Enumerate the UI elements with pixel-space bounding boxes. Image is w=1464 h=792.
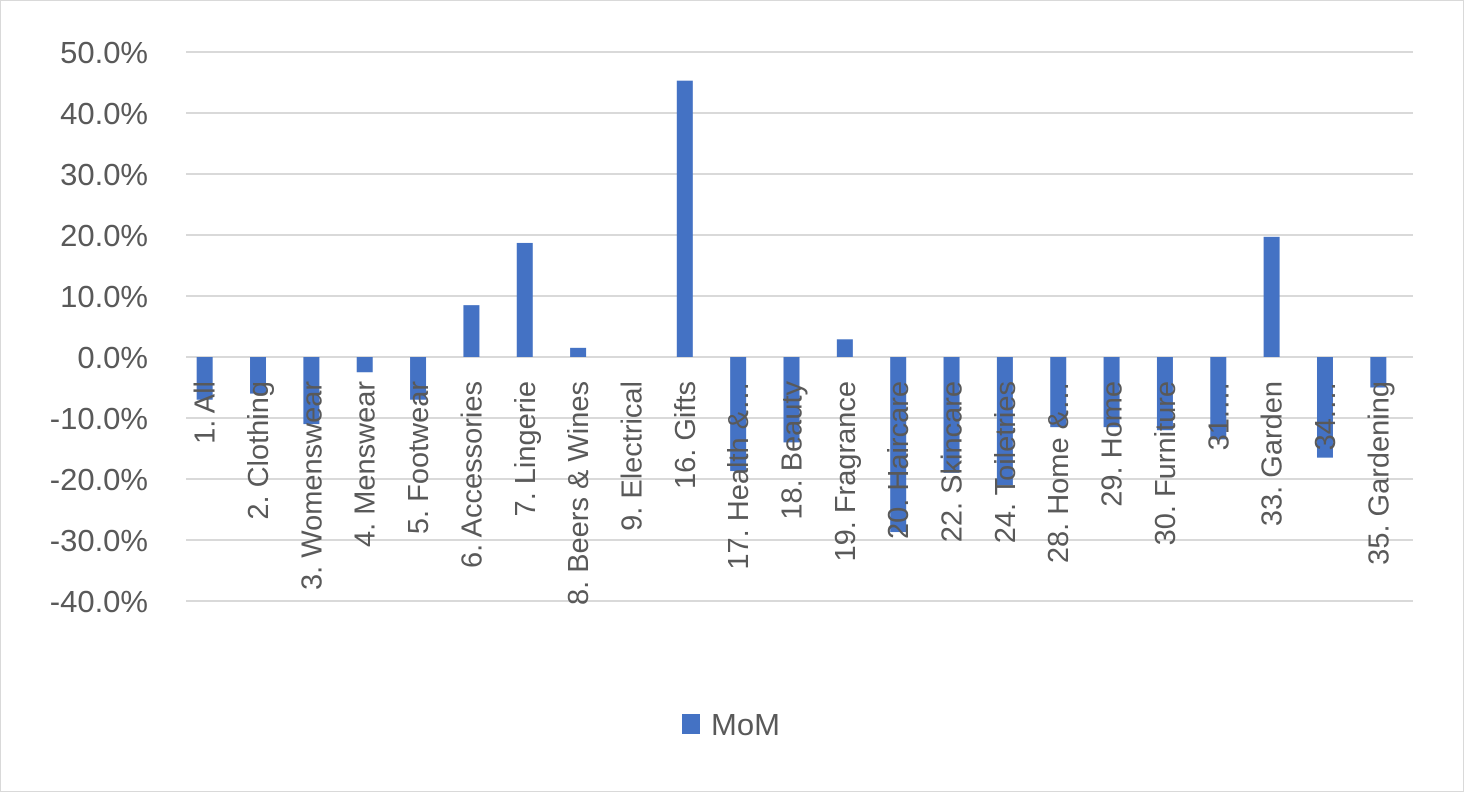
bar xyxy=(890,357,907,533)
legend: MoM xyxy=(682,707,780,742)
bar xyxy=(570,347,587,357)
x-category-label: 19. Fragrance xyxy=(830,381,862,562)
x-category-label: 4. Menswear xyxy=(350,381,382,547)
y-tick-label: 40.0% xyxy=(60,96,148,131)
x-category-label: 35. Gardening xyxy=(1363,381,1395,565)
x-category-label: 2. Clothing xyxy=(243,381,275,520)
bar xyxy=(516,242,533,357)
y-tick-label: -40.0% xyxy=(50,584,148,619)
x-category-label: 28. Home &… xyxy=(1043,381,1075,563)
bar xyxy=(730,357,747,472)
y-tick-label: -10.0% xyxy=(50,401,148,436)
x-category-label: 22. Skincare xyxy=(937,381,969,542)
y-tick-label: 20.0% xyxy=(60,218,148,253)
x-category-label: 33. Garden xyxy=(1257,381,1289,526)
bar xyxy=(1103,357,1120,428)
x-category-label: 5. Footwear xyxy=(403,381,435,534)
x-category-label: 30. Furniture xyxy=(1150,381,1182,545)
y-tick-label: 10.0% xyxy=(60,279,148,314)
bar xyxy=(1156,357,1173,431)
bar xyxy=(676,80,693,358)
bar xyxy=(1316,357,1333,458)
x-category-label: 29. Home xyxy=(1097,381,1129,507)
bar xyxy=(356,357,373,373)
x-category-label: 20. Haircare xyxy=(883,381,915,539)
y-axis-ticks: 50.0% 40.0% 30.0% 20.0% 10.0% 0.0% -10.0% -20.0… xyxy=(50,35,148,619)
x-axis-labels: 1. All 2. Clothing 3. Womenswear 4. Menswea… xyxy=(190,381,1396,606)
x-category-label: 9. Electrical xyxy=(616,381,648,531)
y-tick-label: 50.0% xyxy=(60,35,148,70)
bar xyxy=(463,305,480,357)
x-category-label: 16. Gifts xyxy=(670,381,702,489)
x-category-label: 18. Beauty xyxy=(777,381,809,520)
x-category-label: 24. Toiletries xyxy=(990,381,1022,543)
bar xyxy=(303,357,320,425)
x-category-label: 31.… xyxy=(1203,381,1235,450)
y-tick-label: -20.0% xyxy=(50,462,148,497)
x-category-label: 34.… xyxy=(1310,381,1342,450)
x-category-label: 1. All xyxy=(190,381,222,444)
x-category-label: 3. Womenswear xyxy=(296,381,328,590)
bar xyxy=(783,357,800,443)
bar xyxy=(1263,236,1280,357)
bar xyxy=(943,357,960,473)
bar xyxy=(836,339,853,357)
bar xyxy=(1370,357,1387,388)
x-category-label: 7. Lingerie xyxy=(510,381,542,516)
bar xyxy=(1050,357,1067,428)
bars xyxy=(196,80,1387,533)
bar xyxy=(196,357,213,400)
bar xyxy=(996,357,1013,486)
legend-swatch xyxy=(682,714,700,734)
x-category-label: 8. Beers & Wines xyxy=(563,381,595,605)
bar xyxy=(1210,357,1227,440)
bar xyxy=(250,357,267,394)
y-tick-label: 30.0% xyxy=(60,157,148,192)
y-tick-label: 0.0% xyxy=(77,340,148,375)
x-category-label: 6. Accessories xyxy=(456,381,488,568)
x-category-label: 17. Health &… xyxy=(723,381,755,570)
y-tick-label: -30.0% xyxy=(50,523,148,558)
bar xyxy=(410,357,427,400)
legend-label: MoM xyxy=(711,707,780,742)
